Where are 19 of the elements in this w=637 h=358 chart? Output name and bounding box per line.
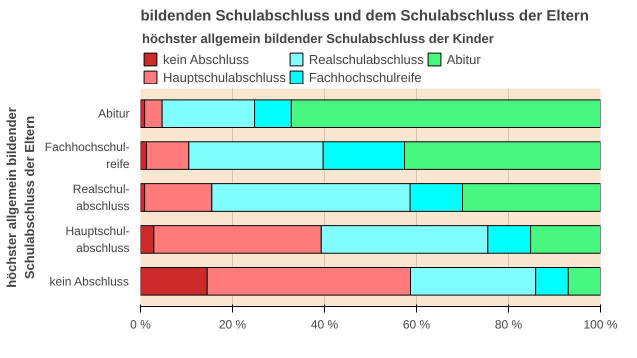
legend-label: kein Abschluss bbox=[163, 51, 249, 67]
y-tick-label: Abitur bbox=[98, 106, 130, 121]
legend-label: Realschulabschluss bbox=[308, 51, 424, 67]
chart-title: bildenden Schulabschluss und dem Schulabschluss der Eltern bbox=[140, 8, 589, 24]
x-tick-label: 20 % bbox=[218, 318, 247, 332]
x-tick-label: 60 % bbox=[402, 318, 431, 332]
x-tick-label: 80 % bbox=[494, 318, 523, 332]
legend-label: Fachhochschulreife bbox=[308, 69, 422, 85]
legend-label: Hauptschulabschluss bbox=[163, 69, 286, 85]
x-tick-label: 100 % bbox=[583, 318, 618, 332]
legend-title: höchster allgemein bildender Schulabschluss der Kinder bbox=[142, 31, 494, 46]
y-tick-label: kein Abschluss bbox=[49, 274, 129, 288]
x-tick-label: 0 % bbox=[130, 318, 152, 332]
x-tick-label: 40 % bbox=[310, 318, 339, 332]
y-axis-title: höchster allgemein bildender Schulabschluss der Eltern bbox=[4, 107, 37, 288]
y-tick-label: Realschul- abschluss bbox=[72, 182, 130, 213]
y-tick-label: Fachhochschul- reife bbox=[44, 140, 130, 171]
y-tick-label: Hauptschul- abschluss bbox=[65, 224, 130, 255]
legend-label: Abitur bbox=[446, 51, 481, 67]
